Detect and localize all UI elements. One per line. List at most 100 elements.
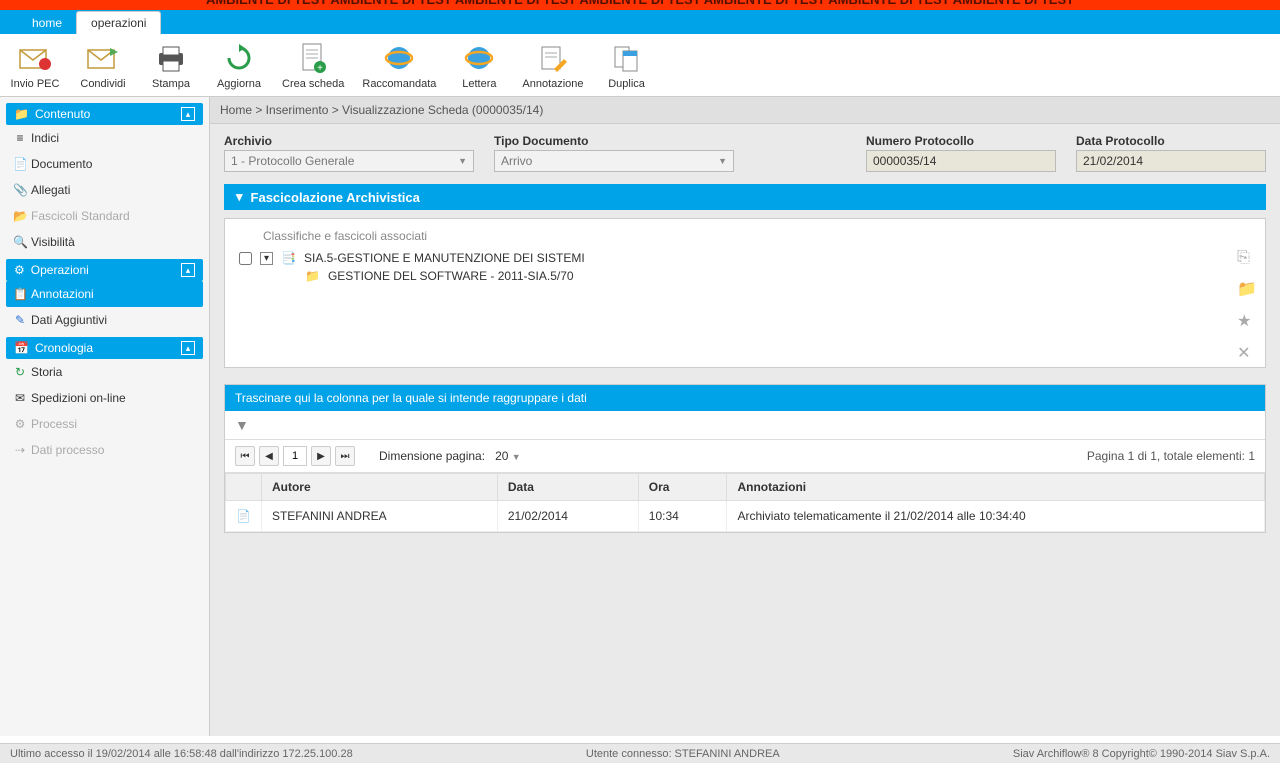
fascicolo-icon: 📁 bbox=[305, 269, 320, 283]
invio-pec-button[interactable]: Invio PEC bbox=[10, 40, 60, 90]
data-icon: ⇢ bbox=[13, 443, 27, 457]
side-label: Annotazioni bbox=[31, 287, 94, 301]
document-icon: 📄 bbox=[13, 157, 27, 171]
aggiorna-button[interactable]: Aggiorna bbox=[214, 40, 264, 90]
sidebar-item-visibilita[interactable]: 🔍Visibilità bbox=[6, 229, 203, 255]
numero-protocollo-label: Numero Protocollo bbox=[866, 134, 1056, 148]
numero-protocollo-field: 0000035/14 bbox=[866, 150, 1056, 172]
data-protocollo-label: Data Protocollo bbox=[1076, 134, 1266, 148]
side-label: Spedizioni on-line bbox=[31, 391, 126, 405]
table-row[interactable]: 📄 STEFANINI ANDREA 21/02/2014 10:34 Arch… bbox=[226, 501, 1265, 532]
grid-group-drop-area[interactable]: Trascinare qui la colonna per la quale s… bbox=[225, 385, 1265, 411]
page-size-label: Dimensione pagina: bbox=[379, 449, 485, 463]
panel-contenuto-header[interactable]: 📁Contenuto ▴ bbox=[6, 103, 203, 125]
toolbar-label: Stampa bbox=[152, 78, 190, 90]
copy-icon[interactable]: ⎘ bbox=[1237, 249, 1257, 267]
send-icon: ✉ bbox=[13, 391, 27, 405]
archivio-label: Archivio bbox=[224, 134, 474, 148]
tab-home[interactable]: home bbox=[18, 12, 76, 34]
tree-node-child[interactable]: 📁 GESTIONE DEL SOFTWARE - 2011-SIA.5/70 bbox=[235, 267, 1225, 285]
pencil-icon: ✎ bbox=[13, 313, 27, 327]
process-icon: ⚙ bbox=[13, 417, 27, 431]
archivio-select[interactable]: 1 - Protocollo Generale▼ bbox=[224, 150, 474, 172]
panel-operazioni-header[interactable]: ⚙Operazioni ▴ bbox=[6, 259, 203, 281]
ie-orange-icon bbox=[381, 40, 417, 76]
sidebar-item-dati-aggiuntivi[interactable]: ✎Dati Aggiuntivi bbox=[6, 307, 203, 333]
tree-label: SIA.5-GESTIONE E MANUTENZIONE DEI SISTEM… bbox=[304, 251, 585, 265]
chevron-down-icon: ▼ bbox=[458, 156, 467, 166]
classification-icon: 📑 bbox=[281, 251, 296, 265]
annotazione-button[interactable]: Annotazione bbox=[522, 40, 583, 90]
pager-page-input[interactable] bbox=[283, 446, 307, 466]
panel-cronologia-header[interactable]: 📅Cronologia ▴ bbox=[6, 337, 203, 359]
left-sidebar: 📁Contenuto ▴ ≡Indici 📄 Documento 📎Allegat… bbox=[0, 97, 210, 736]
share-envelope-icon bbox=[85, 40, 121, 76]
panel-title: Contenuto bbox=[35, 107, 90, 121]
side-label: Processi bbox=[31, 417, 77, 431]
col-annotazioni[interactable]: Annotazioni bbox=[727, 474, 1265, 501]
sidebar-item-indici[interactable]: ≡Indici bbox=[6, 125, 203, 151]
fascicolo-action-bar: ⎘ 📁 ★ ✕ bbox=[1237, 249, 1257, 363]
toolbar-label: Condividi bbox=[80, 78, 125, 90]
sidebar-item-annotazioni[interactable]: 📋 Annotazioni bbox=[6, 281, 203, 307]
sidebar-item-storia[interactable]: ↻Storia bbox=[6, 359, 203, 385]
duplica-button[interactable]: Duplica bbox=[602, 40, 652, 90]
pager-next-button[interactable]: ▶ bbox=[311, 446, 331, 466]
breadcrumb: Home > Inserimento > Visualizzazione Sch… bbox=[210, 97, 1280, 124]
lettera-button[interactable]: Lettera bbox=[454, 40, 504, 90]
filter-icon[interactable]: ▼ bbox=[235, 417, 249, 433]
record-header-form: Archivio 1 - Protocollo Generale▼ Tipo D… bbox=[210, 124, 1280, 178]
sidebar-item-documento[interactable]: 📄 Documento bbox=[6, 151, 203, 177]
status-last-access: Ultimo accesso il 19/02/2014 alle 16:58:… bbox=[10, 748, 353, 760]
stampa-button[interactable]: Stampa bbox=[146, 40, 196, 90]
col-ora[interactable]: Ora bbox=[638, 474, 727, 501]
close-icon[interactable]: ✕ bbox=[1237, 343, 1257, 363]
edit-note-icon bbox=[535, 40, 571, 76]
envelope-seal-icon bbox=[17, 40, 53, 76]
data-protocollo-field: 21/02/2014 bbox=[1076, 150, 1266, 172]
side-label: Visibilità bbox=[31, 235, 75, 249]
raccomandata-button[interactable]: Raccomandata bbox=[362, 40, 436, 90]
chevron-down-icon: ▼ bbox=[718, 156, 727, 166]
collapse-icon[interactable]: ▴ bbox=[181, 263, 195, 277]
col-data[interactable]: Data bbox=[497, 474, 638, 501]
ie-icon bbox=[461, 40, 497, 76]
pager-info: Pagina 1 di 1, totale elementi: 1 bbox=[1087, 449, 1255, 463]
sidebar-item-fascicoli: 📂Fascicoli Standard bbox=[6, 203, 203, 229]
crea-scheda-button[interactable]: + Crea scheda bbox=[282, 40, 344, 90]
collapse-icon[interactable]: ▴ bbox=[181, 107, 195, 121]
expand-icon[interactable]: ▾ bbox=[260, 252, 273, 265]
panel-title: Operazioni bbox=[31, 263, 89, 277]
tree-label: GESTIONE DEL SOFTWARE - 2011-SIA.5/70 bbox=[328, 269, 574, 283]
side-label: Documento bbox=[31, 157, 92, 171]
sidebar-item-allegati[interactable]: 📎Allegati bbox=[6, 177, 203, 203]
tree-checkbox[interactable] bbox=[239, 252, 252, 265]
tree-node-root[interactable]: ▾ 📑 SIA.5-GESTIONE E MANUTENZIONE DEI SI… bbox=[235, 249, 1225, 267]
status-bar: Ultimo accesso il 19/02/2014 alle 16:58:… bbox=[0, 743, 1280, 763]
toolbar-label: Invio PEC bbox=[11, 78, 60, 90]
toolbar-label: Crea scheda bbox=[282, 78, 344, 90]
star-icon[interactable]: ★ bbox=[1237, 311, 1257, 331]
toolbar-label: Annotazione bbox=[522, 78, 583, 90]
fascicolazione-section-header[interactable]: ▾ Fascicolazione Archivistica bbox=[224, 184, 1266, 210]
section-title: Fascicolazione Archivistica bbox=[251, 190, 420, 205]
folder-icon[interactable]: 📁 bbox=[1237, 279, 1257, 299]
collapse-icon[interactable]: ▴ bbox=[181, 341, 195, 355]
note-icon: 📋 bbox=[13, 287, 27, 301]
folder-open-icon: 📂 bbox=[13, 209, 27, 223]
page-size-value[interactable]: 20 ▼ bbox=[495, 449, 521, 463]
grid-filter-bar: ▼ bbox=[225, 411, 1265, 440]
pager-prev-button[interactable]: ◀ bbox=[259, 446, 279, 466]
panel-title: Cronologia bbox=[35, 341, 93, 355]
sidebar-item-spedizioni[interactable]: ✉ Spedizioni on-line bbox=[6, 385, 203, 411]
col-icon bbox=[226, 474, 262, 501]
pager-last-button[interactable]: ⏭ bbox=[335, 446, 355, 466]
new-document-icon: + bbox=[295, 40, 331, 76]
tab-operazioni[interactable]: operazioni bbox=[76, 11, 161, 34]
grid-pager: ⏮ ◀ ▶ ⏭ Dimensione pagina: 20 ▼ Pagina 1… bbox=[225, 440, 1265, 473]
col-autore[interactable]: Autore bbox=[261, 474, 497, 501]
tipo-documento-select[interactable]: Arrivo▼ bbox=[494, 150, 734, 172]
pager-first-button[interactable]: ⏮ bbox=[235, 446, 255, 466]
condividi-button[interactable]: Condividi bbox=[78, 40, 128, 90]
content-area: Home > Inserimento > Visualizzazione Sch… bbox=[210, 97, 1280, 736]
